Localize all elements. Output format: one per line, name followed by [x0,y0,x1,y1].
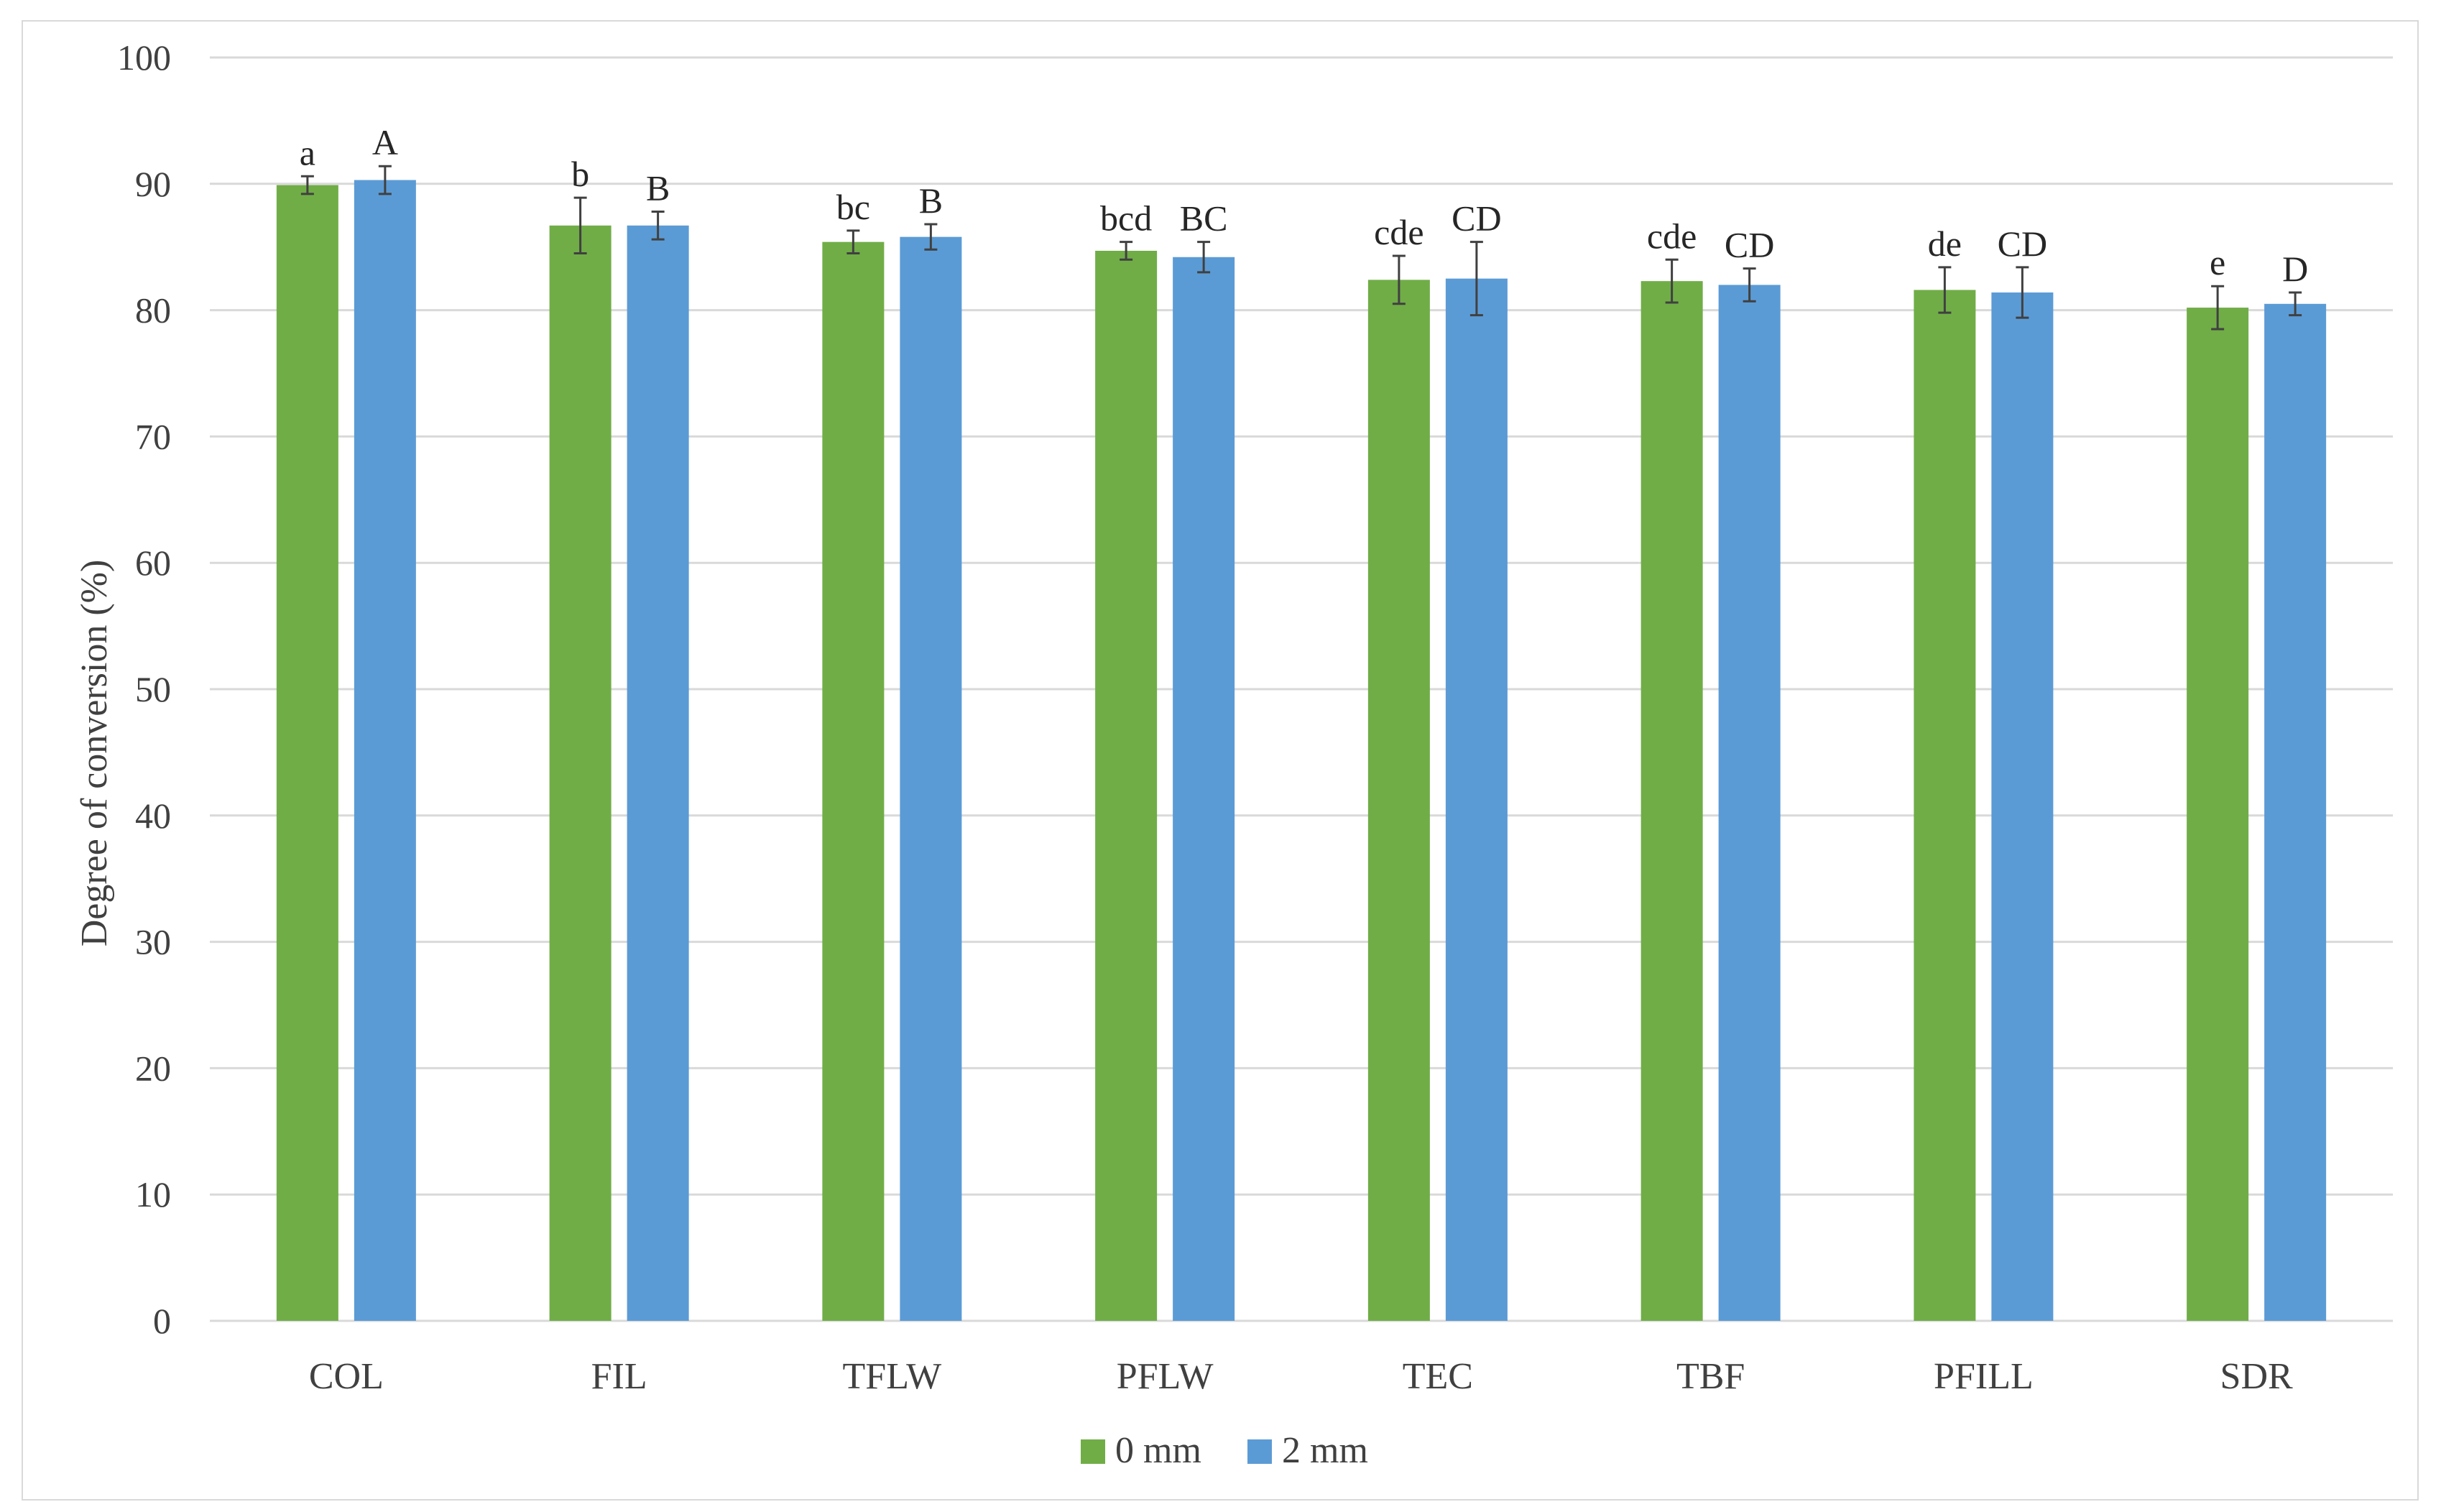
bar-fil-2mm [627,225,689,1322]
error-bar-fil-2mm [651,210,665,241]
y-tick-label-50: 50 [135,669,171,709]
bar-tec-2mm [1445,278,1508,1321]
significance-label-tbf-2mm: CD [1725,225,1774,265]
y-tick-label-20: 20 [135,1048,171,1088]
significance-label-tflw-2mm: B [919,180,943,221]
y-tick-label-30: 30 [135,922,171,962]
error-bar-tflw-0mm [846,229,860,254]
significance-label-col-2mm: A [372,122,398,162]
error-bar-pflw-0mm [1120,241,1133,261]
bars [276,180,2327,1322]
y-tick-label-0: 0 [153,1301,171,1341]
significance-label-pfill-0mm: de [1928,223,1962,264]
y-tick-label-70: 70 [135,416,171,456]
significance-label-tec-2mm: CD [1452,198,1501,239]
gridlines [210,56,2393,1322]
error-bar-col-2mm [378,165,392,195]
x-tick-label-tbf: TBF [1676,1356,1745,1397]
bar-sdr-0mm [2187,308,2249,1322]
significance-label-fil-2mm: B [646,167,670,208]
error-bar-tec-0mm [1392,254,1406,305]
bar-sdr-2mm [2264,303,2327,1321]
x-tick-label-pflw: PFLW [1117,1356,1214,1397]
bar-tflw-2mm [900,236,962,1321]
x-tick-label-tflw: TFLW [843,1356,942,1397]
error-bar-pfill-0mm [1938,266,1952,314]
y-tick-label-90: 90 [135,164,171,204]
legend-label: 2 mm [1282,1430,1368,1471]
error-bars [300,165,2302,331]
error-bar-tbf-2mm [1743,267,1756,303]
y-tick-label-60: 60 [135,543,171,583]
bar-pflw-2mm [1173,257,1235,1321]
bar-col-0mm [276,185,338,1322]
bar-tflw-0mm [822,241,885,1322]
legend: 0 mm 2 mm [1081,1430,1368,1471]
legend-label: 0 mm [1115,1430,1201,1471]
error-bar-col-0mm [300,175,314,195]
x-tick-label-fil: FIL [591,1356,647,1397]
bar-fil-0mm [549,225,612,1322]
error-bar-pfill-2mm [2016,266,2029,319]
y-tick-labels: 0 10 20 30 40 50 60 70 80 90 100 [117,37,171,1341]
y-tick-label-40: 40 [135,796,171,836]
x-tick-label-pfill: PFILL [1934,1356,2034,1397]
x-tick-label-col: COL [309,1356,384,1397]
error-bar-sdr-2mm [2289,291,2302,317]
y-axis-title: Degree of conversion (%) [74,560,115,947]
error-bar-tbf-0mm [1665,258,1679,304]
bar-tec-0mm [1367,280,1430,1322]
significance-label-col-0mm: a [300,132,315,172]
y-tick-label-10: 10 [135,1174,171,1214]
bar-pfill-0mm [1914,290,1976,1322]
error-bar-tflw-2mm [924,223,938,251]
bar-tbf-2mm [1718,285,1781,1322]
legend-item-0mm: 0 mm [1081,1430,1201,1471]
x-category-labels: COL FIL TFLW PFLW TEC TBF PFILL SDR [309,1356,2293,1397]
bar-pflw-0mm [1095,250,1158,1321]
error-bar-pflw-2mm [1197,241,1211,274]
error-bar-fil-0mm [573,196,587,254]
significance-label-fil-0mm: b [571,154,589,194]
significance-label-pflw-2mm: BC [1180,198,1228,239]
significance-label-tec-0mm: cde [1374,212,1423,252]
significance-label-pflw-0mm: bcd [1100,198,1152,239]
bar-pfill-2mm [1991,292,2054,1321]
legend-swatch [1247,1439,1272,1464]
x-tick-label-sdr: SDR [2220,1356,2293,1397]
y-tick-label-100: 100 [117,37,171,78]
error-bar-sdr-0mm [2211,285,2225,331]
y-tick-label-80: 80 [135,290,171,331]
legend-item-2mm: 2 mm [1247,1430,1368,1471]
significance-label-sdr-2mm: D [2282,249,2308,289]
significance-label-sdr-0mm: e [2210,242,2225,282]
bar-col-2mm [354,180,416,1321]
error-bar-tec-2mm [1469,241,1483,317]
significance-label-tbf-0mm: cde [1647,216,1697,256]
significance-label-tflw-0mm: bc [836,187,870,227]
x-tick-label-tec: TEC [1403,1356,1473,1397]
bar-tbf-0mm [1641,281,1703,1321]
significance-label-pfill-2mm: CD [1998,223,2047,264]
legend-swatch [1081,1439,1105,1464]
